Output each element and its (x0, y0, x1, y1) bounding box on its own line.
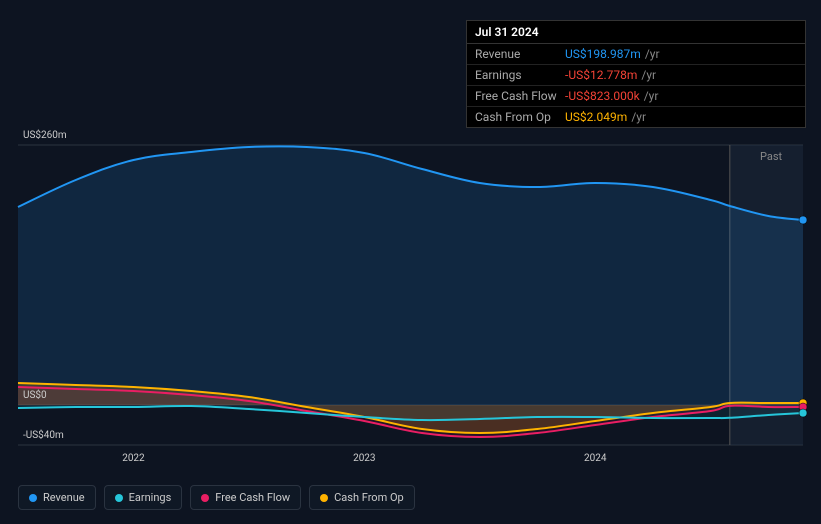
tooltip-metric-unit: /yr (644, 89, 659, 103)
legend-label: Revenue (43, 491, 85, 504)
tooltip-row: Earnings-US$12.778m/yr (467, 65, 805, 86)
series-end-marker (799, 216, 807, 224)
chart-legend: Revenue Earnings Free Cash Flow Cash From O… (18, 485, 415, 510)
x-axis-label: 2022 (122, 453, 144, 464)
legend-item-revenue[interactable]: Revenue (18, 485, 96, 510)
x-axis-label: 2023 (353, 453, 375, 464)
tooltip-metric-value: -US$12.778m (565, 68, 637, 82)
series-area-revenue (18, 146, 803, 405)
legend-dot-icon (115, 494, 123, 502)
tooltip-row: RevenueUS$198.987m/yr (467, 44, 805, 65)
tooltip-metric-value: US$2.049m (565, 110, 627, 124)
y-axis-label: US$0 (23, 390, 47, 401)
chart-tooltip: Jul 31 2024 RevenueUS$198.987m/yrEarning… (466, 20, 806, 128)
tooltip-metric-label: Earnings (475, 68, 565, 82)
legend-item-cash-from-op[interactable]: Cash From Op (309, 485, 415, 510)
legend-dot-icon (201, 494, 209, 502)
tooltip-metric-label: Revenue (475, 47, 565, 61)
legend-label: Free Cash Flow (215, 491, 290, 504)
legend-dot-icon (320, 494, 328, 502)
tooltip-metric-value: -US$823.000k (565, 89, 640, 103)
tooltip-metric-label: Free Cash Flow (475, 89, 565, 103)
y-axis-label: US$260m (23, 130, 67, 141)
tooltip-metric-unit: /yr (631, 110, 646, 124)
legend-label: Cash From Op (334, 491, 404, 504)
tooltip-row: Cash From OpUS$2.049m/yr (467, 107, 805, 127)
y-axis-label: -US$40m (23, 430, 64, 441)
tooltip-metric-unit: /yr (645, 47, 660, 61)
tooltip-row: Free Cash Flow-US$823.000k/yr (467, 86, 805, 107)
x-axis-label: 2024 (584, 453, 606, 464)
tooltip-date: Jul 31 2024 (467, 21, 805, 44)
legend-label: Earnings (129, 491, 172, 504)
legend-dot-icon (29, 494, 37, 502)
legend-item-earnings[interactable]: Earnings (104, 485, 183, 510)
tooltip-metric-label: Cash From Op (475, 110, 565, 124)
tooltip-metric-unit: /yr (641, 68, 656, 82)
series-end-marker (799, 409, 807, 417)
tooltip-metric-value: US$198.987m (565, 47, 641, 61)
legend-item-free-cash-flow[interactable]: Free Cash Flow (190, 485, 301, 510)
past-watermark: Past (760, 150, 782, 163)
